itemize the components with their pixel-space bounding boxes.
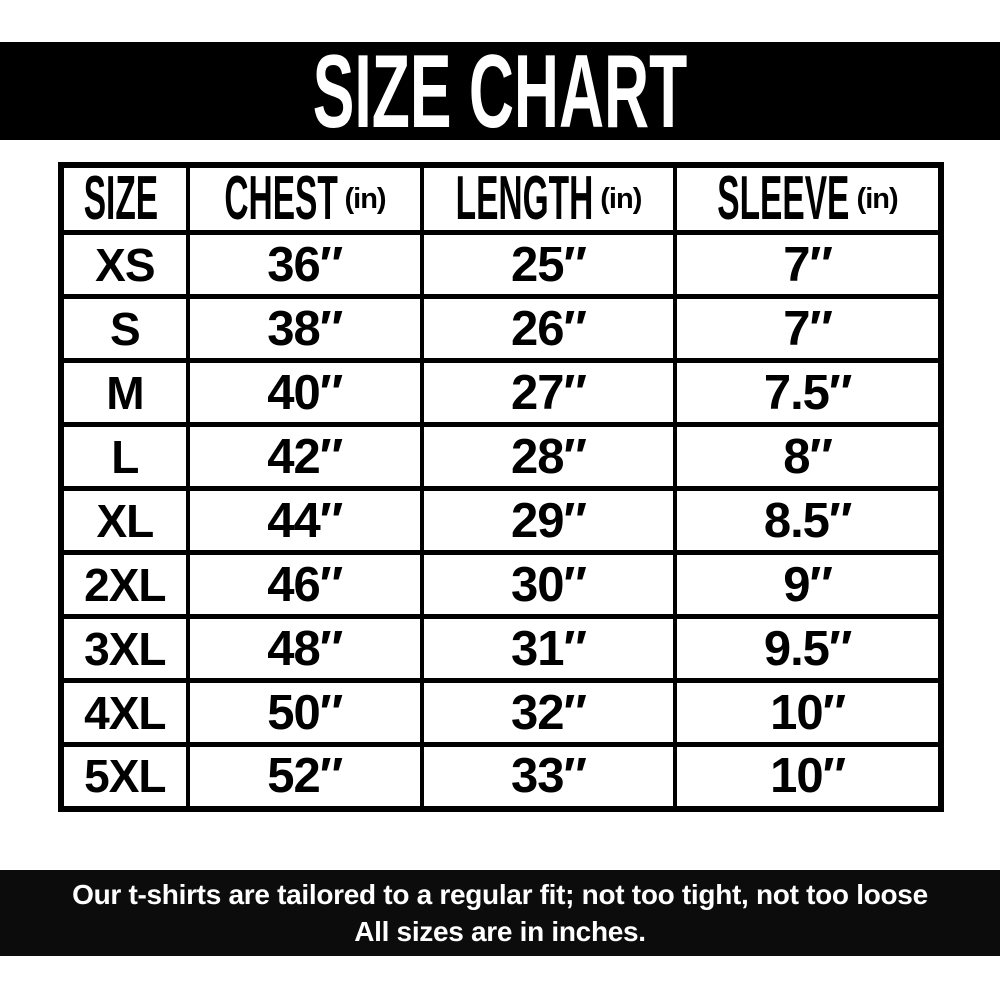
- chest-cell: 40″: [185, 358, 424, 427]
- size-cell: S: [59, 294, 190, 363]
- chest-cell: 50″: [185, 678, 424, 747]
- chest-cell: 44″: [185, 486, 424, 555]
- header-cell-length: LENGTH (in): [419, 162, 678, 235]
- length-cell: 25″: [419, 230, 678, 299]
- sleeve-cell: 7″: [673, 230, 943, 299]
- footer-note-line1: Our t-shirts are tailored to a regular f…: [72, 878, 928, 910]
- chest-cell: 42″: [185, 422, 424, 491]
- length-cell: 27″: [419, 358, 678, 427]
- table-row: S 38″ 26″ 7″: [59, 294, 943, 363]
- size-cell: M: [59, 358, 190, 427]
- header-label-chest: CHEST: [223, 164, 338, 233]
- table-row: 3XL 48″ 31″ 9.5″: [59, 614, 943, 683]
- page-title: SIZE CHART: [312, 34, 688, 150]
- table-row: 4XL 50″ 32″ 10″: [59, 678, 943, 747]
- header-cell-size: SIZE: [59, 162, 190, 235]
- sleeve-cell: 9″: [673, 550, 943, 619]
- size-cell: XL: [59, 486, 190, 555]
- size-cell: 5XL: [59, 742, 190, 811]
- header-label-length: LENGTH: [455, 164, 594, 233]
- sleeve-cell: 8.5″: [673, 486, 943, 555]
- chest-cell: 38″: [185, 294, 424, 363]
- length-cell: 29″: [419, 486, 678, 555]
- table-row: XL 44″ 29″ 8.5″: [59, 486, 943, 555]
- table-row: 5XL 52″ 33″ 10″: [59, 742, 943, 811]
- size-cell: L: [59, 422, 190, 491]
- sleeve-cell: 8″: [673, 422, 943, 491]
- chest-cell: 46″: [185, 550, 424, 619]
- header-label-sleeve: SLEEVE: [717, 164, 850, 233]
- length-cell: 26″: [419, 294, 678, 363]
- header-cell-chest: CHEST (in): [185, 162, 424, 235]
- table-row: 2XL 46″ 30″ 9″: [59, 550, 943, 619]
- header-label-size: SIZE: [84, 164, 159, 233]
- footer-note-line2: All sizes are in inches.: [354, 915, 646, 947]
- length-cell: 28″: [419, 422, 678, 491]
- sleeve-cell: 9.5″: [673, 614, 943, 683]
- length-cell: 30″: [419, 550, 678, 619]
- sleeve-cell: 10″: [673, 742, 943, 811]
- header-unit-sleeve: (in): [856, 182, 899, 215]
- footer-banner: Our t-shirts are tailored to a regular f…: [0, 870, 1000, 956]
- size-table-body: XS 36″ 25″ 7″ S 38″ 26″ 7″ M 40″ 27″ 7.5…: [59, 230, 943, 811]
- chest-cell: 48″: [185, 614, 424, 683]
- size-cell: 2XL: [59, 550, 190, 619]
- sleeve-cell: 10″: [673, 678, 943, 747]
- title-banner: SIZE CHART: [0, 40, 1000, 144]
- table-row: M 40″ 27″ 7.5″: [59, 358, 943, 427]
- chest-cell: 52″: [185, 742, 424, 811]
- length-cell: 32″: [419, 678, 678, 747]
- size-table-header: SIZE CHEST (in) LENGTH (in) SLEEVE (in): [59, 162, 943, 235]
- table-row: L 42″ 28″ 8″: [59, 422, 943, 491]
- header-unit-length: (in): [600, 182, 642, 215]
- header-row: SIZE CHEST (in) LENGTH (in) SLEEVE (in): [59, 162, 943, 235]
- size-cell: XS: [59, 230, 190, 299]
- size-cell: 3XL: [59, 614, 190, 683]
- length-cell: 31″: [419, 614, 678, 683]
- header-cell-sleeve: SLEEVE (in): [673, 162, 943, 235]
- sleeve-cell: 7″: [673, 294, 943, 363]
- header-unit-chest: (in): [344, 182, 386, 215]
- size-table: SIZE CHEST (in) LENGTH (in) SLEEVE (in) XS …: [58, 162, 944, 812]
- sleeve-cell: 7.5″: [673, 358, 943, 427]
- length-cell: 33″: [419, 742, 678, 811]
- chest-cell: 36″: [185, 230, 424, 299]
- table-row: XS 36″ 25″ 7″: [59, 230, 943, 299]
- size-cell: 4XL: [59, 678, 190, 747]
